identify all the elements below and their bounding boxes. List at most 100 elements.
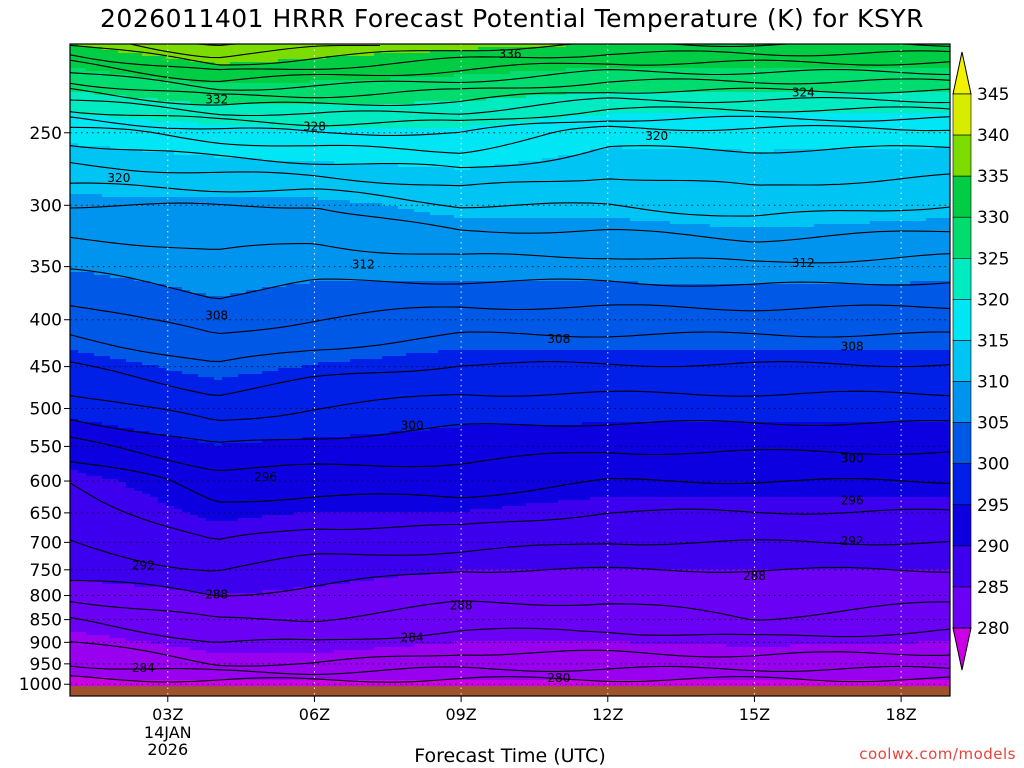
theta-cell bbox=[766, 647, 775, 681]
theta-cell bbox=[742, 350, 751, 423]
theta-cell bbox=[750, 227, 759, 285]
theta-cell bbox=[350, 56, 359, 81]
theta-cell bbox=[326, 362, 335, 438]
theta-cell bbox=[102, 425, 111, 480]
theta-cell bbox=[494, 425, 503, 510]
colorbar-bottom-arrow bbox=[952, 627, 972, 671]
theta-cell bbox=[342, 437, 351, 513]
theta-cell bbox=[134, 362, 143, 432]
theta-cell bbox=[222, 125, 231, 159]
theta-cell bbox=[422, 575, 431, 645]
theta-cell bbox=[918, 569, 927, 642]
theta-cell bbox=[422, 77, 431, 102]
y-tick-label: 350 bbox=[30, 258, 62, 278]
theta-cell bbox=[190, 62, 199, 84]
theta-cell bbox=[406, 53, 415, 78]
theta-cell bbox=[550, 503, 559, 570]
theta-cell bbox=[326, 200, 335, 282]
theta-cell bbox=[454, 128, 463, 171]
theta-cell bbox=[542, 425, 551, 504]
theta-cell bbox=[502, 164, 511, 219]
theta-cell bbox=[558, 95, 567, 120]
theta-cell bbox=[134, 44, 143, 54]
theta-cell bbox=[766, 497, 775, 570]
contour-label-text: 312 bbox=[352, 257, 375, 271]
theta-cell bbox=[854, 68, 863, 93]
theta-cell bbox=[70, 92, 79, 114]
theta-cell bbox=[774, 569, 783, 648]
theta-cell bbox=[606, 218, 615, 282]
theta-cell bbox=[318, 512, 327, 588]
contour-label-text: 336 bbox=[499, 47, 522, 61]
theta-cell bbox=[414, 353, 423, 432]
theta-cell bbox=[462, 101, 471, 129]
theta-cell bbox=[702, 44, 711, 69]
theta-cell bbox=[502, 350, 511, 426]
theta-cell bbox=[78, 92, 87, 117]
contour-label-308: 308 bbox=[841, 340, 864, 354]
theta-cell bbox=[446, 215, 455, 282]
theta-cell bbox=[190, 155, 199, 198]
theta-cell bbox=[806, 644, 815, 681]
theta-cell bbox=[670, 44, 679, 69]
theta-cell bbox=[558, 641, 567, 681]
theta-cell bbox=[790, 113, 799, 150]
theta-cell bbox=[694, 569, 703, 645]
theta-cell bbox=[574, 68, 583, 93]
theta-cell bbox=[110, 638, 119, 681]
theta-cell bbox=[150, 644, 159, 681]
theta-cell bbox=[590, 281, 599, 351]
theta-cell bbox=[342, 164, 351, 201]
theta-cell bbox=[358, 80, 367, 105]
theta-cell bbox=[382, 281, 391, 357]
theta-cell bbox=[822, 350, 831, 423]
theta-cell bbox=[710, 44, 719, 69]
theta-cell bbox=[222, 377, 231, 444]
theta-cell bbox=[566, 68, 575, 93]
theta-cell bbox=[486, 125, 495, 168]
theta-cell bbox=[942, 350, 950, 423]
theta-cell bbox=[894, 113, 903, 150]
theta-cell bbox=[70, 68, 79, 93]
theta-cell bbox=[814, 350, 823, 423]
theta-cell bbox=[526, 161, 535, 219]
theta-cell bbox=[310, 197, 319, 282]
theta-cell bbox=[270, 371, 279, 441]
theta-cell bbox=[206, 62, 215, 84]
theta-cell bbox=[254, 83, 263, 105]
theta-cell bbox=[270, 590, 279, 654]
theta-cell bbox=[702, 284, 711, 351]
theta-cell bbox=[286, 83, 295, 105]
theta-cell bbox=[222, 593, 231, 654]
theta-cell bbox=[790, 44, 799, 69]
theta-cell bbox=[358, 44, 367, 57]
theta-cell bbox=[102, 635, 111, 678]
theta-cell bbox=[246, 290, 255, 375]
theta-cell bbox=[782, 497, 791, 570]
theta-cell bbox=[158, 197, 167, 285]
theta-cell bbox=[734, 227, 743, 285]
theta-cell bbox=[886, 92, 895, 114]
theta-cell bbox=[94, 116, 103, 147]
theta-cell bbox=[726, 68, 735, 93]
theta-cell bbox=[766, 569, 775, 648]
theta-cell bbox=[830, 224, 839, 285]
theta-cell bbox=[758, 152, 767, 228]
theta-cell bbox=[894, 569, 903, 645]
theta-cell bbox=[870, 92, 879, 114]
colorbar-swatch bbox=[952, 258, 972, 300]
theta-cell bbox=[782, 422, 791, 498]
theta-cell bbox=[566, 500, 575, 570]
theta-cell bbox=[78, 47, 87, 69]
theta-cell bbox=[334, 80, 343, 105]
theta-cell bbox=[542, 71, 551, 96]
theta-cell bbox=[918, 113, 927, 150]
theta-cell bbox=[918, 68, 927, 93]
theta-cell bbox=[430, 215, 439, 282]
theta-cell bbox=[510, 164, 519, 219]
theta-cell bbox=[574, 350, 583, 426]
theta-cell bbox=[934, 350, 943, 423]
theta-cell bbox=[254, 197, 263, 291]
theta-cell bbox=[286, 44, 295, 60]
theta-cell bbox=[646, 350, 655, 423]
